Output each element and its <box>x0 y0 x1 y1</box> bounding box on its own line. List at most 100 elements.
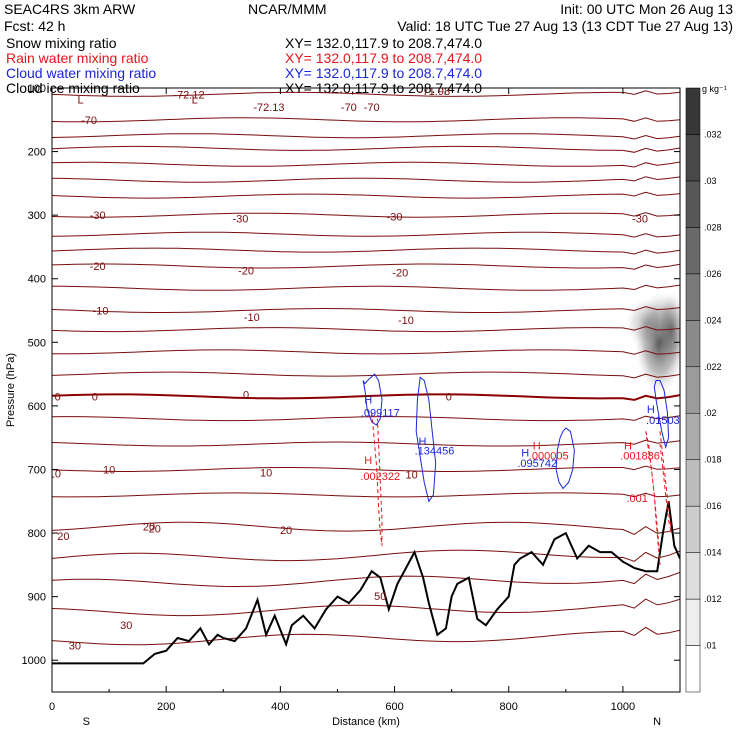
isotherm-inline-label-16: 10 <box>406 470 418 482</box>
colorbar-cell-12 <box>685 87 701 135</box>
colorbar-cell-6 <box>685 366 701 414</box>
x-end-right: N <box>653 716 661 728</box>
colorbar-cell-11 <box>685 134 701 182</box>
cloud-contour-0 <box>362 373 383 426</box>
cloud-label-3: .01503 <box>646 415 680 427</box>
cloud-high-marker-3: H <box>647 404 655 416</box>
colorbar-cell-5 <box>685 412 701 460</box>
xtick-label-5: 1000 <box>611 701 635 713</box>
isotherm-inline-label-14: 0 <box>446 391 452 403</box>
rain-label-3: .001 <box>626 493 647 505</box>
isotherm-inline-label-22: 50 <box>374 591 386 603</box>
isotherm-12 <box>52 306 680 313</box>
terrain-line <box>52 501 680 665</box>
cloud-label-2: .095742 <box>517 458 557 470</box>
x-end-left: S <box>83 716 90 728</box>
colorbar-tick-7: .024 <box>704 315 722 325</box>
cloud-contour-2 <box>555 427 575 490</box>
cloud-contour-3 <box>653 380 670 450</box>
isotherm-19 <box>52 465 680 472</box>
colorbar-cell-3 <box>685 505 701 553</box>
isotherm-20 <box>52 492 680 498</box>
header-right2: Valid: 18 UTC Tue 27 Aug 13 (13 CDT Tue … <box>397 18 733 34</box>
isotherm-inline-label-23: 10 <box>49 468 61 480</box>
isotherm-label-10: -20 <box>90 261 106 273</box>
isotherm-inline-label-1: L <box>192 94 198 106</box>
isotherm-inline-label-10: -20 <box>392 267 408 279</box>
rain-high-marker-1: H <box>533 440 541 452</box>
field-name-0: Snow mixing ratio <box>6 35 117 51</box>
xtick-label-0: 0 <box>49 701 55 713</box>
field-name-2: Cloud water mixing ratio <box>6 65 156 81</box>
isotherm-17 <box>52 415 680 422</box>
isotherm-inline-label-15: 10 <box>260 468 272 480</box>
isotherm-2 <box>52 133 680 140</box>
colorbar-cell-10 <box>685 180 701 228</box>
ytick-label-0: 100 <box>28 83 46 95</box>
cloud-high-marker-0: H <box>364 395 372 407</box>
xtick-label-1: 200 <box>157 701 175 713</box>
isotherm-3 <box>52 145 680 153</box>
isotherm-inline-label-2: -72.13 <box>253 102 284 114</box>
ytick-label-5: 600 <box>28 401 46 413</box>
isotherm-inline-label-18: 20 <box>280 525 292 537</box>
field-xy-2: XY= 132.0,117.9 to 208.7,474.0 <box>285 65 482 81</box>
cloud-label-1: .134456 <box>415 445 455 457</box>
isotherm-label-0: -72.12 <box>173 89 204 101</box>
rain-label-0: .002322 <box>360 471 400 483</box>
header-right1: Init: 00 UTC Mon 26 Aug 13 <box>560 1 733 17</box>
colorbar-tick-1: .012 <box>704 594 722 604</box>
isotherm-inline-label-4: -70 <box>364 102 380 114</box>
isotherm-label-21: 20 <box>143 522 155 534</box>
isotherm-11 <box>52 284 680 291</box>
isotherm-14 <box>52 349 680 355</box>
isotherm-9 <box>52 247 680 255</box>
ytick-label-4: 500 <box>28 337 46 349</box>
isotherm-label-19: 10 <box>103 464 115 476</box>
ytick-label-3: 400 <box>28 274 46 286</box>
colorbar-tick-0: .01 <box>704 641 717 651</box>
colorbar-cell-2 <box>685 552 701 600</box>
temperature-isotherms: -72.12 -70 -30 -20 -10 0 10 20 <box>52 89 680 646</box>
colorbar-cell-1 <box>685 598 701 646</box>
rain-label-2: .001886 <box>620 450 660 462</box>
colorbar-tick-6: .022 <box>704 362 722 372</box>
colorbar-cell-8 <box>685 273 701 321</box>
field-name-1: Rain water mixing ratio <box>6 50 149 66</box>
header-left2: Fcst: 42 h <box>4 18 65 34</box>
ytick-label-6: 700 <box>28 464 46 476</box>
x-axis-title: Distance (km) <box>332 716 400 728</box>
isotherm-25 <box>52 626 680 646</box>
isotherm-inline-label-5: -71.98 <box>419 86 450 98</box>
contour-labels: L L -72.13 -70 -70 -71.98 -30 -30 -30 -20 -20 -10 -1… <box>49 86 680 653</box>
xtick-label-4: 800 <box>500 701 518 713</box>
colorbar-tick-5: .02 <box>704 408 717 418</box>
isotherm-15 <box>52 371 680 379</box>
isotherm-inline-label-8: -30 <box>632 213 648 225</box>
ytick-label-9: 1000 <box>22 655 46 667</box>
xtick-label-2: 400 <box>271 701 289 713</box>
isotherm-24 <box>52 598 680 617</box>
cloud-high-marker-1: H <box>419 436 427 448</box>
rain-high-marker-0: H <box>364 455 372 467</box>
cloud-water-contours <box>362 373 670 503</box>
colorbar-tick-11: .032 <box>704 129 722 139</box>
isotherm-10 <box>52 263 680 270</box>
isotherm-inline-label-3: -70 <box>341 102 357 114</box>
header-center1: NCAR/MMM <box>248 1 327 17</box>
isotherm-6 <box>52 191 680 199</box>
isotherm-1 <box>52 117 680 123</box>
colorbar-tick-3: .016 <box>704 501 722 511</box>
colorbar-cell-4 <box>685 459 701 507</box>
isotherm-21 <box>52 521 680 535</box>
xtick-label-3: 600 <box>385 701 403 713</box>
header: SEAC4RS 3km ARW NCAR/MMM Init: 00 UTC Mo… <box>4 1 733 96</box>
isotherm-inline-label-0: L <box>77 94 83 106</box>
colorbar-cell-9 <box>685 227 701 275</box>
isotherm-inline-label-19: 20 <box>57 531 69 543</box>
colorbar-cell-7 <box>685 320 701 368</box>
field-xy-1: XY= 132.0,117.9 to 208.7,474.0 <box>285 50 482 66</box>
isotherm-4 <box>52 161 680 168</box>
isotherm-7 <box>52 212 680 218</box>
